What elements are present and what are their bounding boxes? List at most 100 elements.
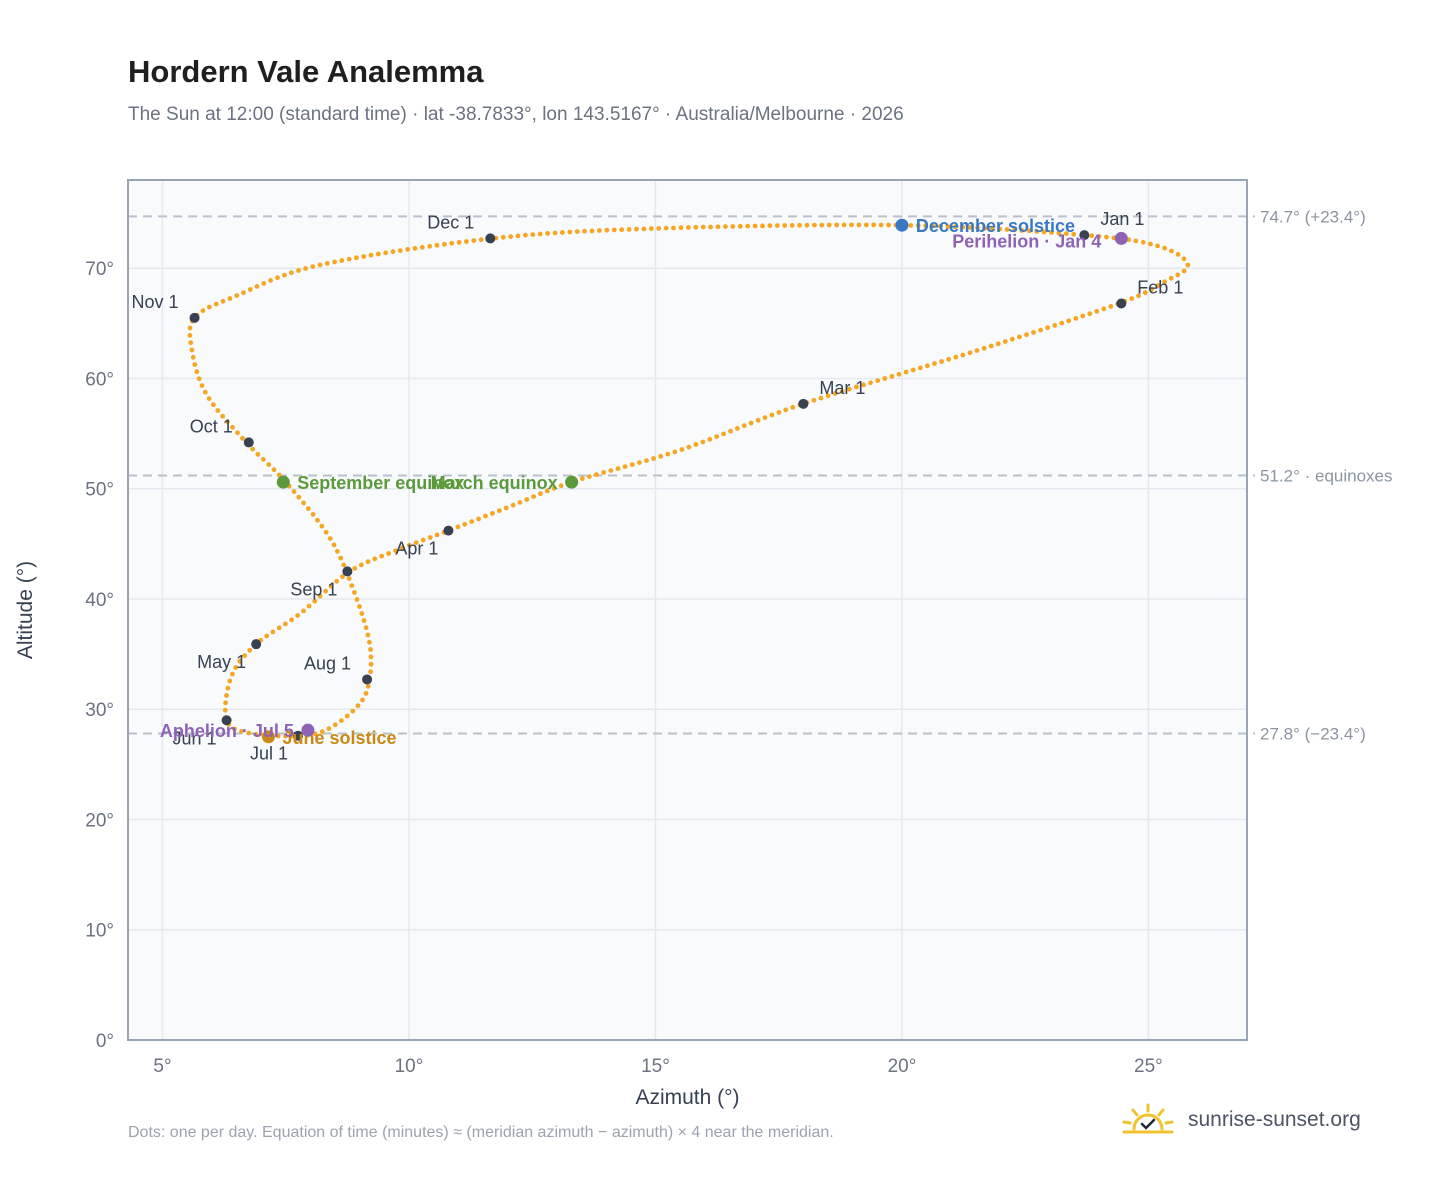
daily-sun-dot bbox=[383, 250, 389, 256]
daily-sun-dot bbox=[672, 449, 678, 455]
daily-sun-dot bbox=[531, 494, 536, 499]
reference-line-label: 51.2° · equinoxes bbox=[1260, 466, 1393, 485]
daily-sun-dot bbox=[393, 548, 398, 554]
event-marker bbox=[261, 730, 275, 744]
event-label: December solstice bbox=[916, 216, 1075, 236]
daily-sun-dot bbox=[400, 545, 405, 551]
daily-sun-dot bbox=[1108, 304, 1114, 309]
daily-sun-dot bbox=[886, 222, 891, 228]
daily-sun-dot bbox=[1012, 227, 1017, 233]
y-tick-label: 0° bbox=[96, 1031, 114, 1052]
daily-sun-dot bbox=[230, 424, 235, 430]
daily-sun-dot bbox=[1052, 323, 1058, 328]
daily-sun-dot bbox=[1002, 339, 1008, 344]
daily-sun-dot bbox=[917, 365, 923, 371]
daily-sun-dot bbox=[220, 298, 226, 304]
daily-sun-dot bbox=[368, 252, 374, 258]
daily-sun-dot bbox=[544, 488, 550, 494]
daily-sun-dot bbox=[1066, 318, 1072, 324]
daily-sun-dot bbox=[730, 224, 736, 229]
daily-sun-dot bbox=[997, 226, 1003, 232]
daily-sun-dot bbox=[925, 363, 930, 369]
daily-sun-dot bbox=[789, 223, 795, 228]
month-marker-label: Feb 1 bbox=[1137, 277, 1183, 297]
daily-sun-dot bbox=[915, 223, 921, 228]
daily-sun-dot bbox=[752, 223, 758, 229]
month-marker bbox=[485, 233, 496, 244]
daily-sun-dot bbox=[1019, 228, 1025, 233]
daily-sun-dot bbox=[910, 367, 916, 373]
month-marker-label: Mar 1 bbox=[819, 378, 865, 398]
daily-sun-dot bbox=[247, 287, 253, 292]
daily-sun-dot bbox=[760, 223, 765, 229]
daily-sun-dot bbox=[478, 237, 484, 243]
daily-sun-dot bbox=[456, 240, 462, 245]
daily-sun-dot bbox=[471, 238, 477, 244]
daily-sun-dot bbox=[225, 419, 230, 425]
daily-sun-dot bbox=[537, 231, 543, 237]
month-marker bbox=[443, 525, 454, 536]
daily-sun-dot bbox=[769, 412, 775, 418]
daily-sun-dot bbox=[1140, 239, 1146, 245]
month-marker bbox=[293, 730, 304, 741]
daily-sun-dot bbox=[187, 333, 193, 338]
daily-sun-dot bbox=[350, 708, 356, 714]
daily-sun-dot bbox=[253, 731, 259, 737]
daily-sun-dot bbox=[812, 222, 817, 228]
month-marker-label: Sep 1 bbox=[290, 579, 337, 599]
daily-sun-dot bbox=[1026, 228, 1032, 234]
daily-sun-dot bbox=[358, 562, 364, 568]
daily-sun-dot bbox=[420, 537, 426, 543]
daily-sun-dot bbox=[275, 733, 281, 739]
daily-sun-dot bbox=[349, 583, 355, 588]
daily-sun-dot bbox=[1129, 296, 1135, 301]
daily-sun-dot bbox=[629, 462, 635, 467]
daily-sun-dot bbox=[863, 222, 869, 228]
daily-sun-dot bbox=[748, 420, 754, 426]
daily-sun-dot bbox=[523, 232, 528, 238]
y-axis-label: Altitude (°) bbox=[14, 561, 37, 659]
chart-title: Hordern Vale Analemma bbox=[128, 54, 484, 89]
daily-sun-dot bbox=[967, 350, 973, 356]
month-marker bbox=[189, 312, 200, 323]
month-marker bbox=[342, 566, 353, 577]
daily-sun-dot bbox=[1089, 233, 1095, 239]
daily-sun-dot bbox=[524, 497, 530, 502]
daily-sun-dot bbox=[530, 232, 536, 238]
daily-sun-dot bbox=[663, 225, 669, 231]
daily-sun-dot bbox=[354, 255, 359, 261]
daily-sun-dot bbox=[232, 726, 237, 732]
month-marker-label: Apr 1 bbox=[395, 539, 438, 559]
daily-sun-dot bbox=[344, 713, 350, 719]
daily-sun-dot bbox=[755, 417, 761, 423]
daily-sun-dot bbox=[671, 225, 676, 231]
daily-sun-dot bbox=[896, 371, 902, 377]
plot-border bbox=[127, 179, 1248, 1041]
daily-sun-dot bbox=[346, 256, 352, 262]
daily-sun-dot bbox=[317, 593, 323, 599]
daily-sun-dot bbox=[361, 618, 367, 623]
month-marker-label: Jun 1 bbox=[173, 728, 217, 748]
daily-sun-dot bbox=[365, 683, 371, 689]
daily-sun-dot bbox=[811, 397, 817, 403]
daily-sun-dot bbox=[790, 405, 796, 410]
daily-sun-dot bbox=[319, 523, 325, 529]
daily-sun-dot bbox=[339, 258, 345, 263]
daily-sun-dot bbox=[1104, 234, 1109, 240]
daily-sun-dot bbox=[250, 446, 256, 452]
daily-sun-dot bbox=[908, 223, 914, 228]
daily-sun-dot bbox=[846, 386, 852, 392]
daily-sun-dot bbox=[305, 506, 311, 511]
daily-sun-dot bbox=[1024, 332, 1029, 338]
daily-sun-dot bbox=[678, 225, 684, 231]
daily-sun-dot bbox=[656, 226, 662, 231]
daily-sun-dot bbox=[714, 434, 720, 439]
daily-sun-dot bbox=[1063, 231, 1069, 237]
brand-logo[interactable]: sunrise-sunset.org bbox=[1120, 1102, 1361, 1138]
daily-sun-dot bbox=[361, 254, 367, 259]
daily-sun-dot bbox=[634, 226, 639, 232]
daily-sun-dot bbox=[1038, 327, 1043, 333]
daily-sun-dot bbox=[882, 376, 888, 381]
daily-sun-dot bbox=[552, 230, 558, 236]
y-tick-label: 60° bbox=[85, 369, 114, 390]
